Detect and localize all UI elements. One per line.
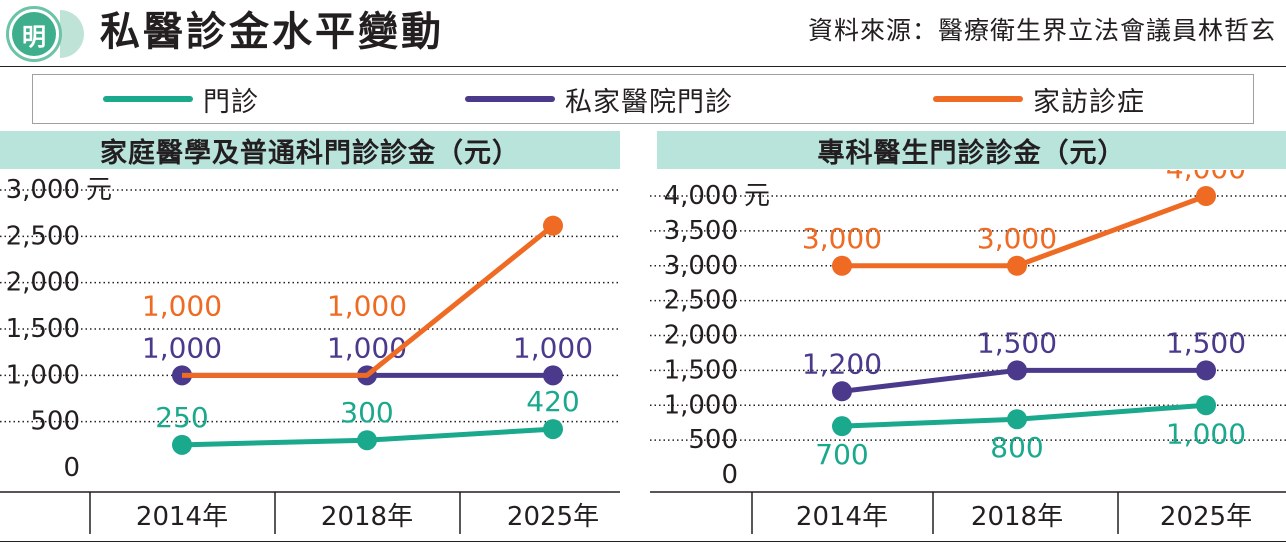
- y-tick-label: 3,000: [6, 175, 80, 205]
- y-unit-label: 元: [86, 175, 112, 205]
- data-label: 2,615: [513, 170, 593, 173]
- legend-item-private-hospital: 私家醫院門診: [465, 75, 733, 123]
- y-tick-label: 2,500: [6, 221, 80, 251]
- legend-swatch: [103, 96, 193, 102]
- data-point: [543, 419, 563, 440]
- data-label: 1,200: [802, 347, 882, 380]
- data-label: 1,000: [142, 331, 222, 364]
- y-unit-label: 元: [744, 181, 770, 211]
- x-tick-label: 2014年: [796, 502, 888, 532]
- legend-label: 家訪診症: [1033, 86, 1145, 118]
- y-tick-label: 1,500: [6, 314, 80, 344]
- data-point: [832, 381, 852, 402]
- data-point: [1007, 409, 1027, 430]
- y-tick-label: 2,500: [664, 286, 738, 316]
- data-label: 300: [340, 396, 393, 429]
- data-label: 1,000: [1166, 417, 1246, 450]
- header: 明 私醫診金水平變動 資料來源：醫療衛生界立法會議員林哲玄: [0, 0, 1286, 66]
- data-point: [1007, 255, 1027, 276]
- page-title: 私醫診金水平變動: [100, 9, 444, 55]
- legend-label: 門診: [203, 86, 259, 118]
- data-label: 420: [526, 385, 579, 418]
- y-tick-label: 2,000: [6, 268, 80, 298]
- data-label: 1,000: [327, 331, 407, 364]
- y-tick-label: 0: [63, 453, 80, 483]
- bottom-rule: [0, 541, 1286, 542]
- legend-swatch: [465, 96, 555, 102]
- data-label: 3,000: [802, 222, 882, 255]
- series-line: [182, 223, 555, 378]
- y-tick-label: 500: [688, 425, 738, 455]
- data-label: 1,500: [1166, 326, 1246, 359]
- data-point: [832, 255, 852, 276]
- data-label: 1,000: [513, 331, 593, 364]
- header-divider: [0, 66, 1286, 67]
- data-label: 1,000: [142, 289, 222, 322]
- y-tick-label: 2,000: [664, 321, 738, 351]
- source-note: 資料來源：醫療衛生界立法會議員林哲玄: [807, 16, 1276, 45]
- data-label: 4,000: [1166, 170, 1246, 185]
- legend-swatch: [933, 96, 1023, 102]
- y-tick-label: 0: [721, 460, 738, 490]
- logo-tail: [60, 10, 84, 58]
- x-tick-label: 2018年: [971, 502, 1063, 532]
- x-tick-label: 2018年: [321, 502, 413, 532]
- data-point: [543, 215, 563, 236]
- data-label: 700: [815, 438, 868, 471]
- data-point: [172, 434, 192, 455]
- data-point: [1196, 395, 1216, 416]
- data-point: [357, 430, 377, 451]
- data-point: [1196, 360, 1216, 381]
- data-point: [1196, 186, 1216, 206]
- y-tick-label: 3,500: [664, 216, 738, 246]
- x-tick-label: 2014年: [136, 502, 228, 532]
- data-label: 800: [990, 431, 1043, 464]
- left-chart-title: 家庭醫學及普通科門診診金（元）: [0, 131, 620, 169]
- y-tick-label: 500: [30, 407, 80, 437]
- chart-general-outpatient: 0 500 1,000 1,500 2,000 2,500 3,000 元 2014年 2018年…: [0, 170, 620, 534]
- legend-item-home-visit: 家訪診症: [933, 75, 1145, 123]
- legend-label: 私家醫院門診: [565, 86, 733, 118]
- ming-logo: 明: [6, 6, 62, 62]
- data-label: 1,000: [327, 289, 407, 322]
- y-tick-label: 4,000: [664, 181, 738, 211]
- data-point: [543, 365, 563, 386]
- y-tick-label: 3,000: [664, 251, 738, 281]
- legend: 門診 私家醫院門診 家訪診症: [32, 74, 1254, 124]
- data-point: [1007, 360, 1027, 381]
- x-tick-label: 2025年: [1160, 502, 1252, 532]
- y-tick-label: 1,000: [6, 360, 80, 390]
- legend-item-outpatient: 門診: [103, 75, 259, 123]
- data-point: [832, 416, 852, 437]
- data-label: 3,000: [977, 222, 1057, 255]
- data-label: 250: [155, 401, 208, 434]
- x-tick-label: 2025年: [507, 502, 599, 532]
- y-tick-label: 1,000: [664, 390, 738, 420]
- right-chart-title: 專科醫生門診診金（元）: [657, 131, 1286, 169]
- data-label: 1,500: [977, 326, 1057, 359]
- y-tick-label: 1,500: [664, 355, 738, 385]
- logo-char: 明: [12, 12, 56, 56]
